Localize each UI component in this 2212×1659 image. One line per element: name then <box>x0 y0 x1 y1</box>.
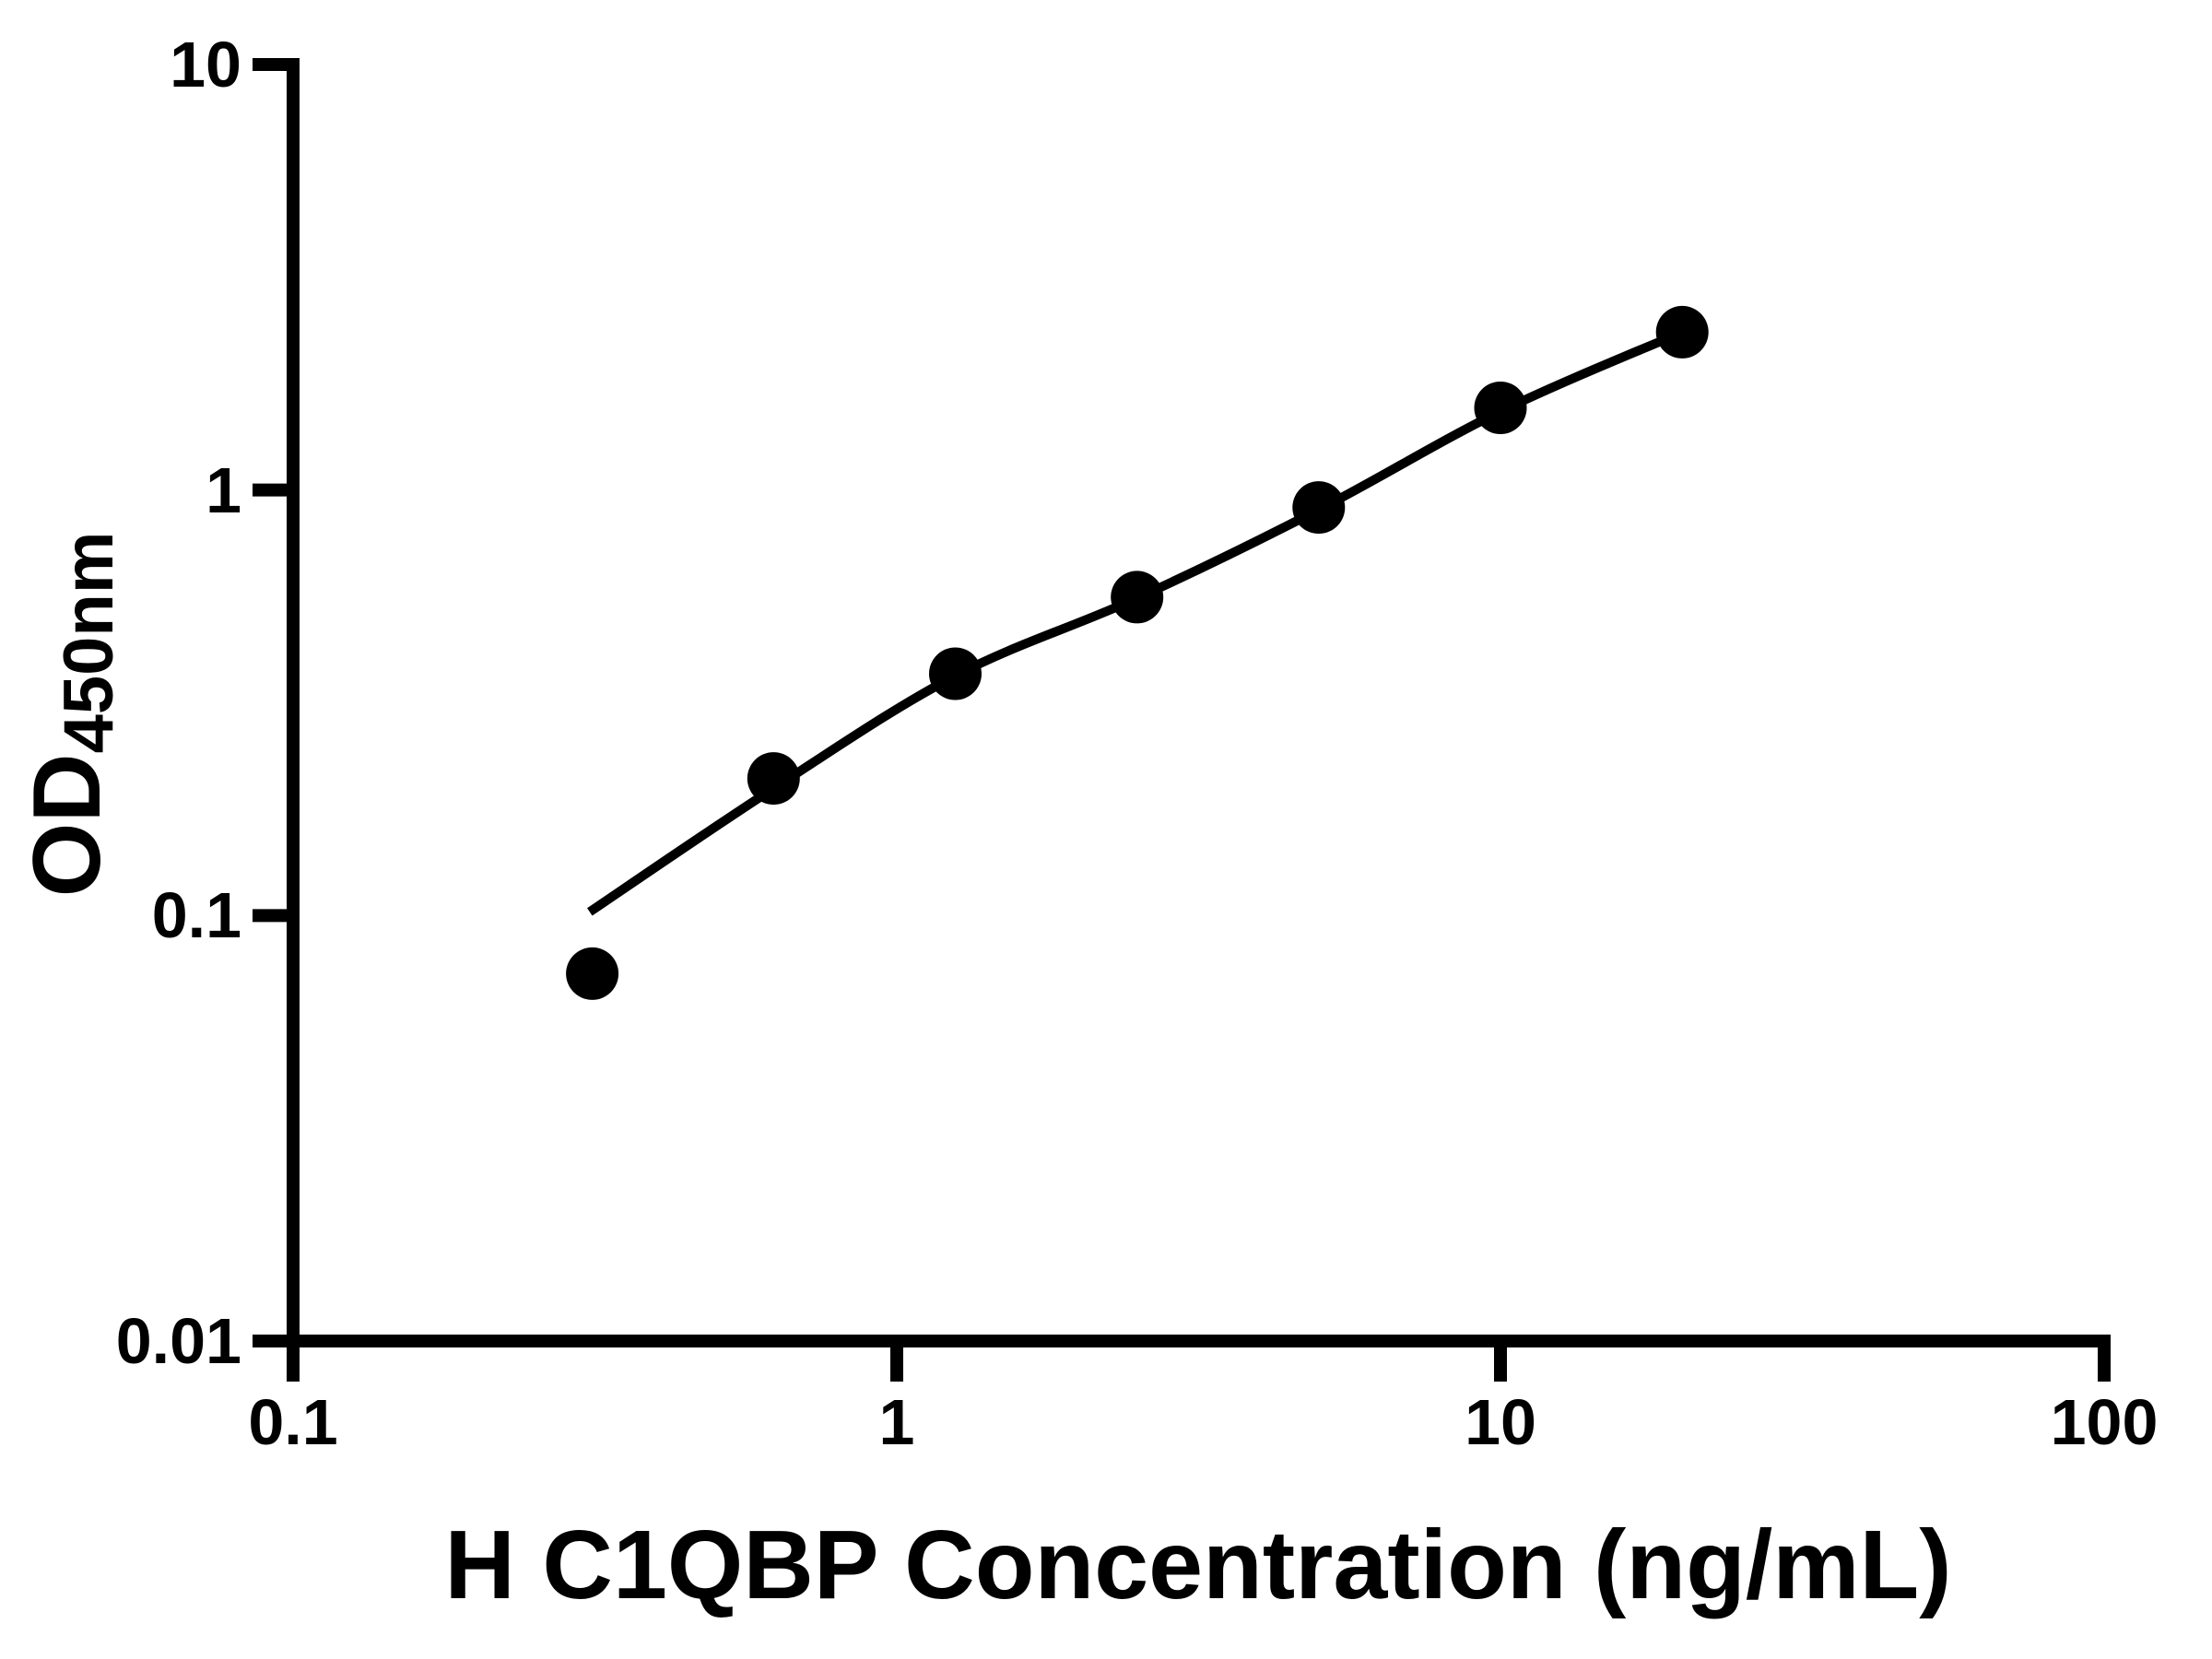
data-point-2.5 <box>1111 571 1164 624</box>
y-tick-label-10: 10 <box>170 29 241 100</box>
y-tick-label-1: 1 <box>206 454 241 526</box>
data-point-0.313 <box>566 947 619 1000</box>
x-tick-label-0.1: 0.1 <box>248 1386 338 1458</box>
data-point-5 <box>1292 481 1346 535</box>
data-point-10 <box>1474 382 1527 434</box>
x-tick-label-10: 10 <box>1465 1386 1536 1458</box>
y-tick-label-0.01: 0.01 <box>115 1305 241 1377</box>
data-point-1.25 <box>929 647 982 700</box>
y-axis-title-subscript: 450nm <box>49 531 128 754</box>
y-axis-title: OD450nm <box>14 532 128 898</box>
x-axis-title: H C1QBP Concentration (ng/mL) <box>444 1511 1952 1619</box>
y-axis-title-main: OD <box>14 753 122 898</box>
data-point-0.625 <box>747 752 800 806</box>
x-tick-label-1: 1 <box>878 1386 915 1458</box>
y-tick-label-0.1: 0.1 <box>151 879 241 951</box>
data-point-20 <box>1655 305 1709 359</box>
x-tick-label-100: 100 <box>2050 1386 2159 1458</box>
